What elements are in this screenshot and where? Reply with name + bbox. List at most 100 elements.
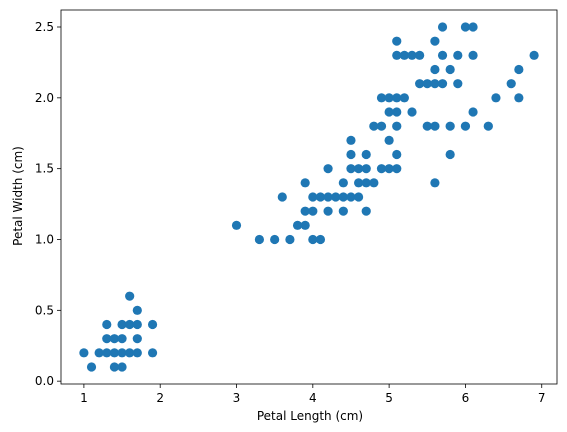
data-point	[392, 107, 402, 117]
data-point	[468, 107, 478, 117]
data-point	[430, 79, 440, 89]
x-tick-label: 4	[309, 391, 317, 405]
data-point	[430, 64, 440, 75]
data-point	[346, 149, 356, 160]
data-point	[392, 36, 402, 46]
x-axis-ticks: 1 2 3 4 5 6 7	[80, 384, 546, 405]
data-point	[430, 121, 440, 131]
x-tick-label: 5	[385, 391, 393, 405]
data-point	[315, 234, 326, 245]
data-point	[361, 178, 371, 188]
data-point	[300, 220, 310, 230]
data-point	[346, 164, 356, 174]
data-point	[369, 121, 379, 131]
x-tick-label: 2	[156, 391, 164, 405]
data-point	[109, 334, 120, 344]
data-point	[468, 50, 478, 60]
data-point	[437, 79, 448, 89]
data-point	[109, 362, 120, 372]
data-point	[437, 50, 448, 60]
y-tick-label: 1.5	[35, 162, 54, 176]
data-point	[415, 79, 425, 89]
data-point	[270, 234, 280, 245]
data-point	[460, 121, 471, 131]
data-point	[147, 348, 158, 358]
data-point	[354, 192, 364, 202]
data-point	[392, 164, 402, 174]
data-point	[376, 121, 387, 131]
data-point	[323, 192, 333, 202]
y-axis-ticks: 0.0 0.5 1.0 1.5 2.0 2.5	[35, 20, 61, 388]
data-point	[376, 93, 387, 103]
data-point	[125, 319, 135, 330]
data-point	[483, 121, 493, 131]
data-point	[300, 206, 310, 216]
data-point	[285, 234, 295, 245]
plot-frame	[60, 9, 558, 385]
data-point	[308, 234, 318, 245]
data-point	[445, 149, 455, 160]
data-point	[384, 107, 394, 117]
data-point	[506, 79, 516, 89]
data-point	[117, 348, 127, 358]
data-point	[346, 135, 356, 145]
data-point	[392, 149, 402, 160]
data-point	[300, 178, 310, 188]
data-point	[338, 192, 348, 202]
data-point	[292, 220, 303, 230]
data-point	[125, 348, 135, 358]
data-point	[468, 22, 478, 32]
data-point	[125, 291, 135, 301]
data-point	[415, 50, 425, 60]
data-point	[277, 192, 287, 202]
data-point	[331, 192, 341, 202]
data-point	[308, 192, 318, 202]
data-point	[361, 164, 371, 174]
data-point	[445, 121, 455, 131]
data-point	[392, 50, 402, 60]
data-point	[117, 334, 127, 344]
y-tick-label: 2.0	[35, 91, 54, 105]
y-tick-label: 2.5	[35, 20, 54, 34]
data-point	[132, 334, 142, 344]
data-point	[308, 206, 318, 216]
data-point	[407, 107, 417, 117]
data-points	[79, 22, 539, 372]
data-point	[109, 348, 120, 358]
data-point	[422, 79, 432, 89]
data-point	[354, 164, 364, 174]
y-tick-label: 0.5	[35, 303, 54, 317]
data-point	[384, 135, 394, 145]
data-point	[102, 348, 112, 358]
data-point	[354, 178, 364, 188]
data-point	[514, 93, 524, 103]
data-point	[399, 93, 409, 103]
y-tick-label: 0.0	[35, 374, 54, 388]
data-point	[254, 234, 264, 245]
data-point	[430, 36, 440, 46]
data-point	[384, 164, 394, 174]
data-point	[384, 93, 394, 103]
data-point	[231, 220, 242, 230]
data-point	[338, 178, 348, 188]
data-point	[338, 206, 348, 216]
data-point	[437, 22, 448, 32]
data-point	[514, 64, 524, 75]
data-point	[430, 178, 440, 188]
data-point	[453, 50, 463, 60]
x-tick-label: 1	[80, 391, 88, 405]
data-point	[79, 348, 89, 358]
data-point	[529, 50, 539, 60]
x-tick-label: 6	[462, 391, 470, 405]
data-point	[376, 164, 387, 174]
data-point	[117, 362, 127, 372]
data-point	[392, 93, 402, 103]
data-point	[460, 22, 471, 32]
data-point	[361, 206, 371, 216]
data-point	[453, 79, 463, 89]
data-point	[445, 64, 455, 75]
data-point	[422, 121, 432, 131]
data-point	[132, 348, 142, 358]
